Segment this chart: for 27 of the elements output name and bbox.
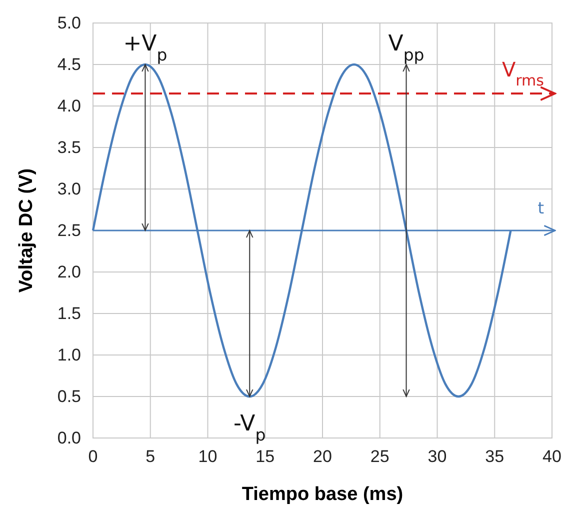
x-tick-label: 20 xyxy=(313,447,332,466)
ref-line-label: V$_{rms}$ xyxy=(502,58,544,90)
y-tick-label: 4.5 xyxy=(57,54,81,74)
annotation: V$_{pp}$ xyxy=(388,32,424,64)
x-tick-label: 40 xyxy=(542,447,562,466)
x-tick-label: 35 xyxy=(485,447,504,466)
y-tick-label: 3.5 xyxy=(57,138,81,157)
x-tick-label: 15 xyxy=(256,447,275,466)
x-tick-label: 0 xyxy=(88,447,98,466)
y-tick-label: 1.0 xyxy=(57,345,81,364)
x-tick-label: 25 xyxy=(370,447,390,466)
y-tick-label: 3.0 xyxy=(57,179,81,198)
y-tick-label: 0.5 xyxy=(57,386,81,406)
x-tick-label: 30 xyxy=(428,447,447,466)
ref-line-label: t xyxy=(538,198,544,218)
x-tick-label: 10 xyxy=(198,447,218,466)
y-tick-label: 4.0 xyxy=(57,96,81,116)
annotation: +V$_{p}$ xyxy=(123,32,168,64)
y-axis-title: Voltaje DC (V) xyxy=(16,168,37,293)
y-tick-label: 2.0 xyxy=(57,262,81,282)
annotation: -V$_{p}$ xyxy=(234,412,266,444)
x-tick-label: 5 xyxy=(146,447,156,466)
x-axis-title: Tiempo base (ms) xyxy=(242,484,404,505)
y-tick-label: 0.0 xyxy=(57,428,81,448)
y-tick-label: 1.5 xyxy=(57,304,81,323)
y-tick-label: 5.0 xyxy=(57,13,81,32)
y-tick-label: 2.5 xyxy=(57,220,81,240)
